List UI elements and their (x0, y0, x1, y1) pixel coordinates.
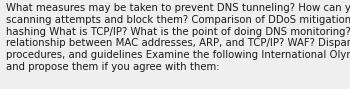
Text: What measures may be taken to prevent DNS tunneling? How can you recognize port
: What measures may be taken to prevent DN… (6, 3, 350, 72)
